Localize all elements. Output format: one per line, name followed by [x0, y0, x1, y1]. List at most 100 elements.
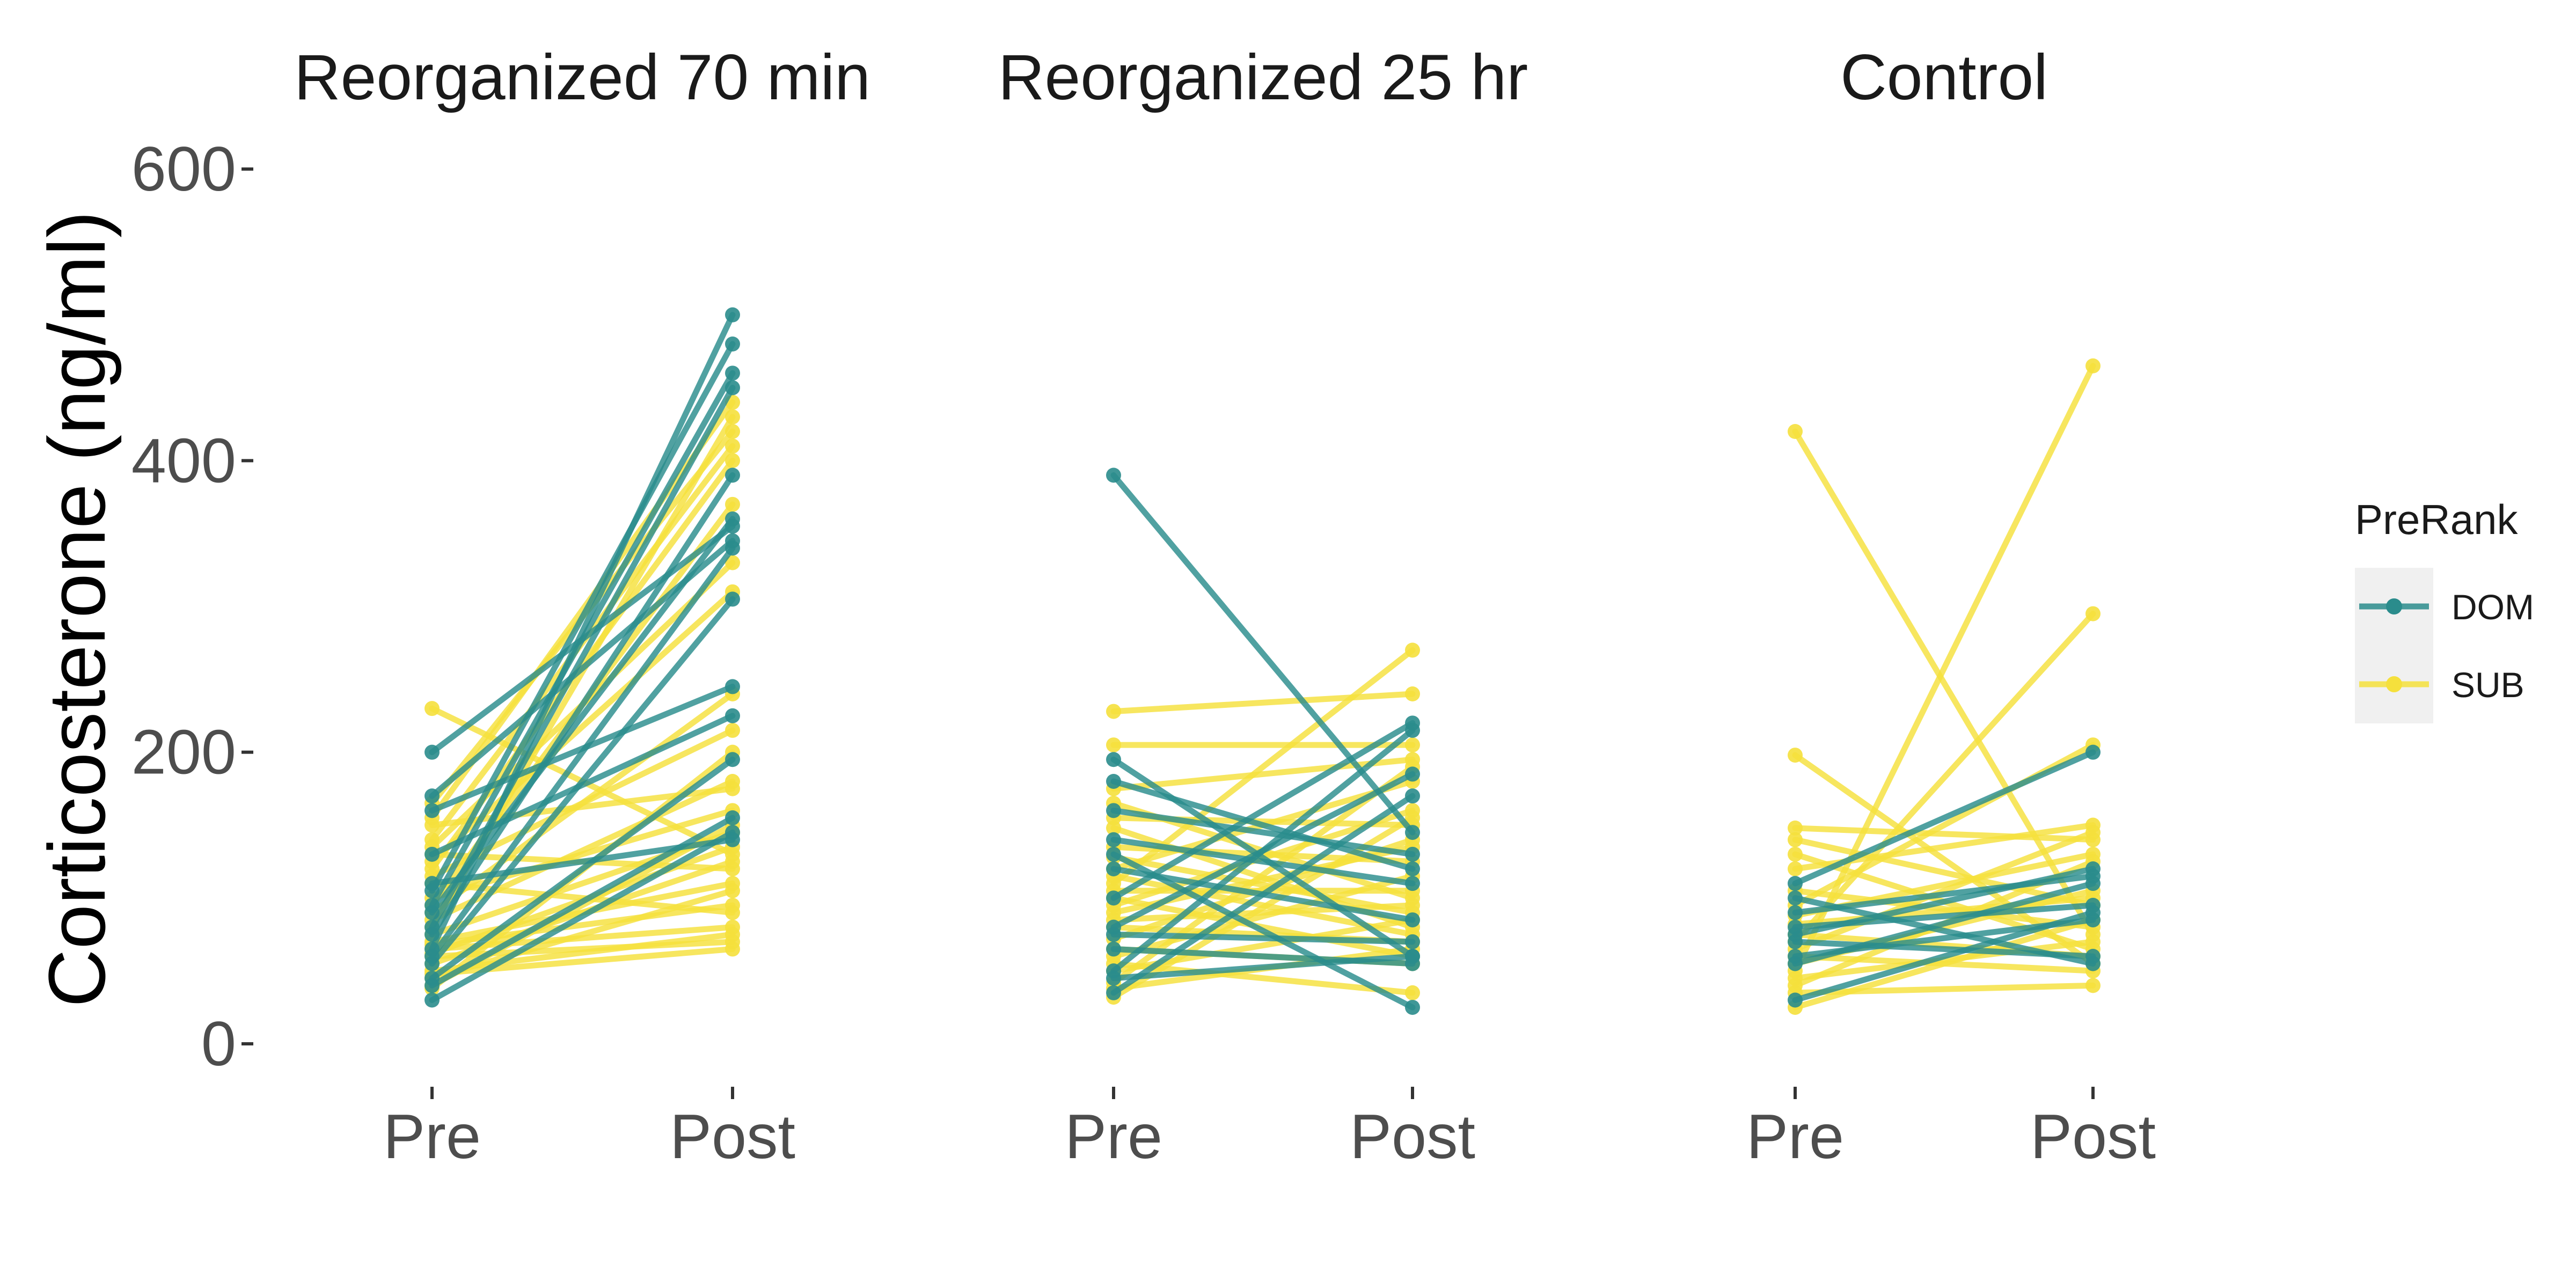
series-line-dom	[425, 511, 740, 920]
x-tick-label: Pre	[1065, 1101, 1162, 1172]
data-point-post	[2085, 949, 2101, 964]
data-point-post	[725, 897, 740, 913]
data-point-post	[725, 467, 740, 483]
data-point-post	[725, 883, 740, 898]
series-segment	[1792, 939, 2096, 982]
series-segment	[1110, 793, 1416, 996]
data-point-pre	[1106, 846, 1121, 862]
data-point-pre	[425, 956, 440, 971]
series-segment	[1110, 756, 1416, 960]
data-point-pre	[1788, 832, 1803, 847]
series-line-dom	[425, 832, 740, 891]
data-point-post	[1405, 810, 1420, 825]
series-segment	[1792, 363, 2096, 974]
data-point-pre	[1788, 934, 1803, 949]
data-point-pre	[425, 876, 440, 891]
legend-key-background	[2355, 568, 2433, 723]
data-point-post	[725, 453, 740, 469]
series-segment	[429, 888, 736, 982]
y-tick-label: 400	[131, 425, 236, 495]
series-line-dom	[1788, 876, 2101, 971]
series-line-dom	[425, 591, 740, 971]
data-point-post	[2085, 978, 2101, 993]
data-point-post	[725, 591, 740, 607]
data-point-pre	[1106, 927, 1121, 942]
series-segment	[1110, 720, 1416, 901]
series-segment	[1110, 837, 1416, 887]
panel-3: Control Pre Post	[1746, 41, 2156, 1172]
panel-title: Reorganized 25 hr	[998, 41, 1528, 113]
legend-items: DOM SUB	[2359, 587, 2534, 705]
series-segment	[1110, 902, 1416, 923]
data-point-post	[2085, 825, 2101, 840]
data-point-pre	[1106, 861, 1121, 876]
data-point-pre	[1106, 985, 1121, 1000]
data-point-pre	[425, 846, 440, 862]
series-line-sub	[1106, 686, 1420, 719]
data-point-pre	[1106, 970, 1121, 986]
series-segment	[1792, 910, 2096, 1003]
series-segment	[1792, 866, 2096, 938]
data-point-post	[1405, 788, 1420, 804]
series-segment	[1792, 880, 2096, 967]
data-point-post	[1405, 985, 1420, 1000]
y-tick-label: 200	[131, 717, 236, 787]
data-point-pre	[1788, 424, 1803, 439]
series-segment	[1110, 895, 1416, 960]
series-line-dom	[1106, 788, 1420, 1000]
data-point-post	[1405, 861, 1420, 876]
data-point-post	[725, 722, 740, 738]
data-point-pre	[1106, 467, 1121, 483]
data-point-post	[725, 511, 740, 526]
data-point-post	[1405, 934, 1420, 949]
data-point-pre	[1106, 820, 1121, 836]
data-point-pre	[1788, 820, 1803, 836]
data-point-post	[2085, 861, 2101, 876]
data-point-pre	[425, 905, 440, 920]
data-point-pre	[425, 701, 440, 716]
legend-key-point	[2386, 676, 2402, 692]
data-point-pre	[1788, 748, 1803, 763]
data-point-post	[1405, 766, 1420, 782]
data-point-post	[2085, 905, 2101, 920]
series-segment	[429, 472, 736, 938]
data-point-post	[725, 365, 740, 381]
series-line-dom	[1106, 949, 1420, 986]
data-point-pre	[1788, 876, 1803, 891]
data-point-pre	[1106, 941, 1121, 957]
series-segment	[1110, 873, 1416, 960]
data-point-pre	[1106, 803, 1121, 818]
data-point-post	[725, 774, 740, 789]
x-tick-label: Pre	[1746, 1101, 1844, 1172]
panel-1: Reorganized 70 min Pre Post	[294, 41, 870, 1172]
series-line-dom	[1106, 927, 1420, 949]
legend-key-point	[2386, 598, 2402, 614]
data-point-post	[725, 380, 740, 396]
data-point-post	[725, 496, 740, 512]
legend-label-dom: DOM	[2451, 587, 2534, 627]
series-line-dom	[1106, 832, 1420, 891]
legend-label-sub: SUB	[2451, 665, 2524, 705]
series-line-dom	[425, 336, 740, 898]
data-point-pre	[1788, 846, 1803, 862]
data-point-post	[725, 832, 740, 847]
data-point-post	[1405, 949, 1420, 964]
data-point-post	[1405, 897, 1420, 913]
data-point-pre	[1788, 992, 1803, 1008]
data-point-post	[2085, 744, 2101, 760]
data-point-pre	[1106, 890, 1121, 906]
series-segment	[429, 829, 736, 1003]
data-point-post	[725, 679, 740, 694]
panel-2: Reorganized 25 hr Pre Post	[998, 41, 1528, 1172]
panel-title: Reorganized 70 min	[294, 41, 870, 113]
legend-title: PreRank	[2355, 496, 2518, 543]
data-point-post	[1405, 737, 1420, 753]
data-point-post	[2085, 606, 2101, 621]
data-point-pre	[1788, 905, 1803, 920]
panel-title: Control	[1840, 41, 2048, 113]
data-point-post	[725, 810, 740, 825]
legend: PreRank DOM SUB	[2355, 496, 2534, 723]
data-point-pre	[1788, 890, 1803, 906]
series-segment	[429, 596, 736, 967]
